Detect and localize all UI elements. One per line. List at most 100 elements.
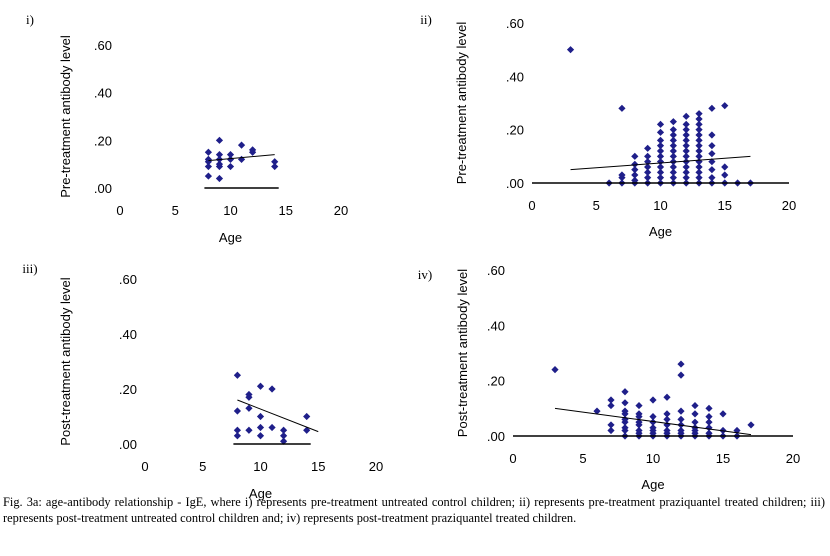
data-point bbox=[705, 413, 713, 421]
data-point bbox=[233, 432, 241, 440]
data-point bbox=[695, 131, 703, 139]
x-tick-label: 5 bbox=[593, 198, 600, 213]
data-point bbox=[226, 162, 235, 171]
data-point bbox=[631, 152, 639, 160]
chart-panel-2: ii) .00 .20 .40 .60 0 5 10 15 20 Age Pre-treatment … bbox=[420, 12, 796, 239]
data-point bbox=[256, 432, 265, 440]
chart-panel-1: i) .00 .20 .40 .60 0 5 10 15 20 Age Pre-treatment a… bbox=[26, 12, 348, 245]
data-point bbox=[669, 126, 677, 134]
data-point bbox=[233, 371, 241, 379]
figure-four-panels: i) .00 .20 .40 .60 0 5 10 15 20 Age Pre-treatment a… bbox=[22, 12, 800, 500]
data-point bbox=[631, 160, 639, 168]
x-tick-label: 20 bbox=[782, 198, 796, 213]
data-point bbox=[669, 168, 677, 176]
y-tick-label: .20 bbox=[119, 382, 137, 397]
y-tick-label: .60 bbox=[506, 16, 524, 31]
data-point bbox=[644, 168, 652, 176]
data-point bbox=[691, 424, 699, 432]
data-point bbox=[695, 174, 703, 182]
data-point bbox=[663, 426, 671, 435]
data-point bbox=[280, 437, 288, 445]
x-tick-label: 0 bbox=[528, 198, 535, 213]
data-point bbox=[705, 418, 713, 426]
data-point bbox=[607, 401, 615, 410]
data-point bbox=[677, 426, 685, 435]
x-tick-label: 5 bbox=[579, 451, 586, 466]
data-point bbox=[631, 166, 639, 174]
data-point bbox=[695, 115, 703, 123]
data-point bbox=[644, 163, 652, 171]
x-tick-label: 10 bbox=[253, 459, 267, 474]
data-point bbox=[280, 426, 288, 434]
data-point bbox=[256, 423, 265, 432]
data-point bbox=[649, 413, 657, 421]
y-tick-label: .20 bbox=[487, 374, 505, 389]
data-point bbox=[695, 147, 703, 155]
data-point bbox=[656, 163, 665, 171]
data-point bbox=[682, 131, 690, 139]
x-tick-label: 15 bbox=[716, 451, 730, 466]
data-point bbox=[708, 131, 716, 139]
data-point bbox=[215, 174, 224, 183]
y-axis-title: Pre-treatment antibody level bbox=[454, 22, 469, 185]
data-point bbox=[695, 163, 703, 171]
x-tick-label: 10 bbox=[653, 198, 667, 213]
data-point bbox=[268, 385, 276, 393]
y-tick-label: .60 bbox=[94, 38, 112, 53]
data-point bbox=[245, 390, 253, 399]
data-point bbox=[249, 146, 257, 154]
data-point bbox=[721, 163, 729, 171]
data-point bbox=[607, 421, 615, 429]
x-tick-label: 10 bbox=[223, 203, 237, 218]
data-point bbox=[705, 404, 713, 412]
y-tick-label: .40 bbox=[94, 86, 112, 101]
data-point bbox=[621, 415, 629, 423]
data-point bbox=[551, 366, 559, 374]
data-point bbox=[691, 418, 699, 426]
data-point bbox=[682, 163, 690, 171]
data-point bbox=[663, 410, 671, 418]
data-point bbox=[245, 426, 253, 434]
data-point bbox=[607, 426, 615, 435]
y-tick-label: .40 bbox=[119, 327, 137, 342]
data-point bbox=[226, 155, 235, 163]
x-tick-label: 20 bbox=[334, 203, 348, 218]
data-point bbox=[682, 120, 690, 128]
data-point bbox=[682, 126, 690, 134]
data-point bbox=[226, 151, 235, 159]
data-point bbox=[237, 141, 246, 149]
data-point bbox=[663, 415, 671, 423]
panel-label: iv) bbox=[418, 267, 432, 282]
data-point bbox=[256, 382, 265, 390]
data-point bbox=[618, 104, 626, 112]
panel-label: i) bbox=[26, 12, 34, 27]
x-tick-label: 0 bbox=[509, 451, 516, 466]
data-point bbox=[268, 423, 276, 432]
data-point bbox=[303, 412, 311, 421]
data-point bbox=[708, 166, 716, 174]
trend-line bbox=[554, 407, 752, 436]
data-point bbox=[593, 407, 601, 415]
data-point bbox=[721, 102, 729, 110]
data-point bbox=[695, 142, 703, 150]
data-point bbox=[682, 158, 690, 166]
data-point bbox=[682, 168, 690, 176]
data-point bbox=[280, 432, 288, 440]
data-point bbox=[621, 399, 629, 407]
y-tick-label: .20 bbox=[94, 133, 112, 148]
data-point bbox=[695, 110, 703, 118]
data-point bbox=[677, 360, 685, 368]
data-point bbox=[204, 155, 212, 163]
data-point bbox=[303, 426, 311, 434]
data-point bbox=[663, 393, 671, 401]
data-point bbox=[607, 396, 615, 404]
data-point bbox=[656, 152, 665, 160]
data-point bbox=[691, 410, 699, 418]
data-point bbox=[677, 415, 685, 423]
data-point bbox=[669, 174, 677, 182]
x-tick-label: 5 bbox=[172, 203, 179, 218]
data-point bbox=[635, 418, 643, 426]
trend-line bbox=[208, 154, 275, 162]
data-point bbox=[695, 168, 703, 176]
data-point bbox=[691, 401, 699, 410]
